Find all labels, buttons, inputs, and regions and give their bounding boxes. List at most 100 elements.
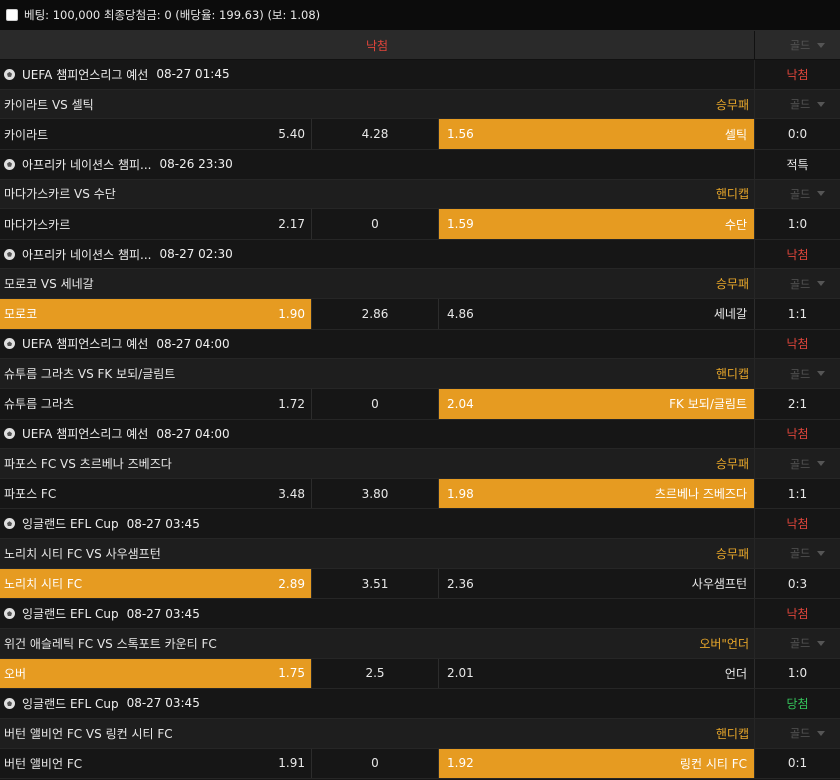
match-title: 카이라트 VS 셀틱: [4, 97, 94, 112]
draw-odds-cell[interactable]: 2.86: [312, 299, 439, 329]
league-name: 잉글랜드 EFL Cup: [22, 696, 119, 711]
chevron-down-icon: [817, 640, 825, 646]
gold-label: 골드: [790, 39, 811, 52]
draw-odds-cell[interactable]: 0: [312, 209, 439, 239]
away-odds-cell[interactable]: 1.92 링컨 시티 FC: [439, 748, 755, 778]
away-odds-cell[interactable]: 2.04 FK 보되/글림트: [439, 389, 755, 419]
match-info: 모로코 VS 세네갈 승무패: [0, 269, 755, 299]
home-odds: 3.48: [278, 486, 305, 501]
away-odds-cell[interactable]: 1.59 수단: [439, 209, 755, 239]
home-odds-cell[interactable]: 모로코 1.90: [0, 299, 312, 329]
gold-label: 골드: [790, 277, 811, 291]
match-datetime: 08-27 02:30: [159, 247, 233, 262]
away-odds: 1.98: [447, 486, 474, 501]
gold-dropdown[interactable]: 골드: [755, 31, 840, 59]
select-checkbox[interactable]: [6, 9, 18, 21]
away-team: 사우샘프턴: [691, 577, 747, 591]
draw-odds-cell[interactable]: 3.80: [312, 478, 439, 509]
away-odds: 2.01: [447, 666, 474, 681]
league-name: 잉글랜드 EFL Cup: [22, 607, 119, 622]
match-title: 슈투름 그라츠 VS FK 보되/글림트: [4, 367, 176, 382]
gold-dropdown[interactable]: 골드: [755, 539, 840, 568]
match-title: 노리치 시티 FC VS 사우샘프턴: [4, 546, 161, 561]
draw-odds-cell[interactable]: 0: [312, 748, 439, 778]
home-odds: 2.17: [278, 217, 305, 231]
league-name: 아프리카 네이션스 챔피...: [22, 247, 152, 262]
match-group: 아프리카 네이션스 챔피... 08-26 23:30 적특 마다가스카르 VS…: [0, 149, 840, 240]
gold-dropdown[interactable]: 골드: [755, 180, 840, 209]
away-odds: 1.92: [447, 756, 474, 771]
match-info: 카이라트 VS 셀틱 승무패: [0, 89, 755, 119]
gold-dropdown[interactable]: 골드: [755, 629, 840, 658]
league-info: UEFA 챔피언스리그 예선 08-27 01:45: [0, 60, 755, 89]
league-row: 잉글랜드 EFL Cup 08-27 03:45 당첨: [0, 689, 840, 719]
match-score: 0:0: [787, 127, 808, 142]
bet-type: 핸디캡: [715, 187, 749, 202]
match-list: UEFA 챔피언스리그 예선 08-27 01:45 낙첨 카이라트 VS 셀틱…: [0, 60, 840, 779]
match-row: 파포스 FC VS 츠르베나 즈베즈다 승무패 골드: [0, 449, 840, 479]
draw-odds-cell[interactable]: 4.28: [312, 119, 439, 149]
chevron-down-icon: [817, 101, 825, 107]
home-odds-cell[interactable]: 파포스 FC 3.48: [0, 478, 312, 509]
match-status: 낙첨: [786, 517, 809, 532]
draw-odds-cell[interactable]: 2.5: [312, 658, 439, 689]
odds-row: 모로코 1.90 2.86 4.86 세네갈 1:1: [0, 299, 840, 330]
match-row: 노리치 시티 FC VS 사우샘프턴 승무패 골드: [0, 539, 840, 569]
bet-type: 승무패: [715, 277, 749, 292]
away-team: FK 보되/글림트: [669, 397, 747, 412]
gold-label: 골드: [790, 98, 811, 112]
chevron-down-icon: [817, 42, 825, 48]
match-title: 모로코 VS 세네갈: [4, 277, 94, 292]
match-title: 버턴 앨비언 FC VS 링컨 시티 FC: [4, 726, 173, 741]
away-team: 세네갈: [713, 307, 747, 322]
home-odds-cell[interactable]: 노리치 시티 FC 2.89: [0, 568, 312, 599]
gold-dropdown[interactable]: 골드: [755, 90, 840, 119]
home-team: 슈투름 그라츠: [4, 397, 75, 412]
match-title: 마다가스카르 VS 수단: [4, 187, 116, 202]
away-team: 언더: [724, 666, 747, 681]
home-team: 카이라트: [4, 127, 49, 142]
soccer-ball-icon: [4, 608, 15, 620]
league-name: 잉글랜드 EFL Cup: [22, 517, 119, 532]
gold-dropdown[interactable]: 골드: [755, 269, 840, 298]
odds-row: 노리치 시티 FC 2.89 3.51 2.36 사우샘프턴 0:3: [0, 568, 840, 600]
match-title: 파포스 FC VS 츠르베나 즈베즈다: [4, 457, 172, 472]
gold-label: 골드: [790, 727, 811, 741]
home-odds-cell[interactable]: 오버 1.75: [0, 658, 312, 689]
gold-dropdown[interactable]: 골드: [755, 719, 840, 748]
home-team: 오버: [4, 666, 27, 681]
away-odds-cell[interactable]: 1.98 츠르베나 즈베즈다: [439, 478, 755, 509]
home-odds-cell[interactable]: 버턴 앨비언 FC 1.91: [0, 748, 312, 778]
away-odds: 2.04: [447, 396, 474, 411]
draw-odds: 3.51: [361, 576, 389, 591]
match-group: 잉글랜드 EFL Cup 08-27 03:45 낙첨 노리치 시티 FC VS…: [0, 509, 840, 600]
match-datetime: 08-27 03:45: [126, 516, 200, 531]
away-odds-cell[interactable]: 2.01 언더: [439, 658, 755, 689]
chevron-down-icon: [817, 191, 825, 197]
match-title: 위건 애슬레틱 FC VS 스톡포트 카운티 FC: [4, 636, 217, 651]
home-odds-cell[interactable]: 카이라트 5.40: [0, 119, 312, 149]
gold-dropdown[interactable]: 골드: [755, 359, 840, 388]
league-row: 아프리카 네이션스 챔피... 08-26 23:30 적특: [0, 149, 840, 180]
away-odds-cell[interactable]: 1.56 셀틱: [439, 119, 755, 149]
away-odds-cell[interactable]: 4.86 세네갈: [439, 299, 755, 329]
match-group: UEFA 챔피언스리그 예선 08-27 04:00 낙첨 파포스 FC VS …: [0, 419, 840, 510]
odds-row: 카이라트 5.40 4.28 1.56 셀틱 0:0: [0, 119, 840, 150]
league-info: 아프리카 네이션스 챔피... 08-27 02:30: [0, 239, 755, 269]
match-row: 카이라트 VS 셀틱 승무패 골드: [0, 89, 840, 120]
home-odds-cell[interactable]: 마다가스카르 2.17: [0, 209, 312, 239]
home-odds: 1.91: [278, 756, 305, 771]
away-odds: 1.59: [447, 217, 474, 231]
draw-odds: 2.5: [365, 666, 385, 681]
soccer-ball-icon: [4, 68, 15, 80]
match-group: 아프리카 네이션스 챔피... 08-27 02:30 낙첨 모로코 VS 세네…: [0, 239, 840, 330]
draw-odds-cell[interactable]: 0: [312, 389, 439, 419]
match-datetime: 08-27 04:00: [156, 336, 230, 351]
bet-info-text: 베팅: 100,000 최종당첨금: 0 (배당율: 199.63) (보: 1…: [24, 8, 321, 22]
draw-odds: 3.80: [361, 486, 389, 501]
away-odds-cell[interactable]: 2.36 사우샘프턴: [439, 568, 755, 599]
gold-dropdown[interactable]: 골드: [755, 449, 840, 478]
odds-row: 마다가스카르 2.17 0 1.59 수단 1:0: [0, 209, 840, 240]
home-odds-cell[interactable]: 슈투름 그라츠 1.72: [0, 389, 312, 419]
draw-odds-cell[interactable]: 3.51: [312, 568, 439, 599]
